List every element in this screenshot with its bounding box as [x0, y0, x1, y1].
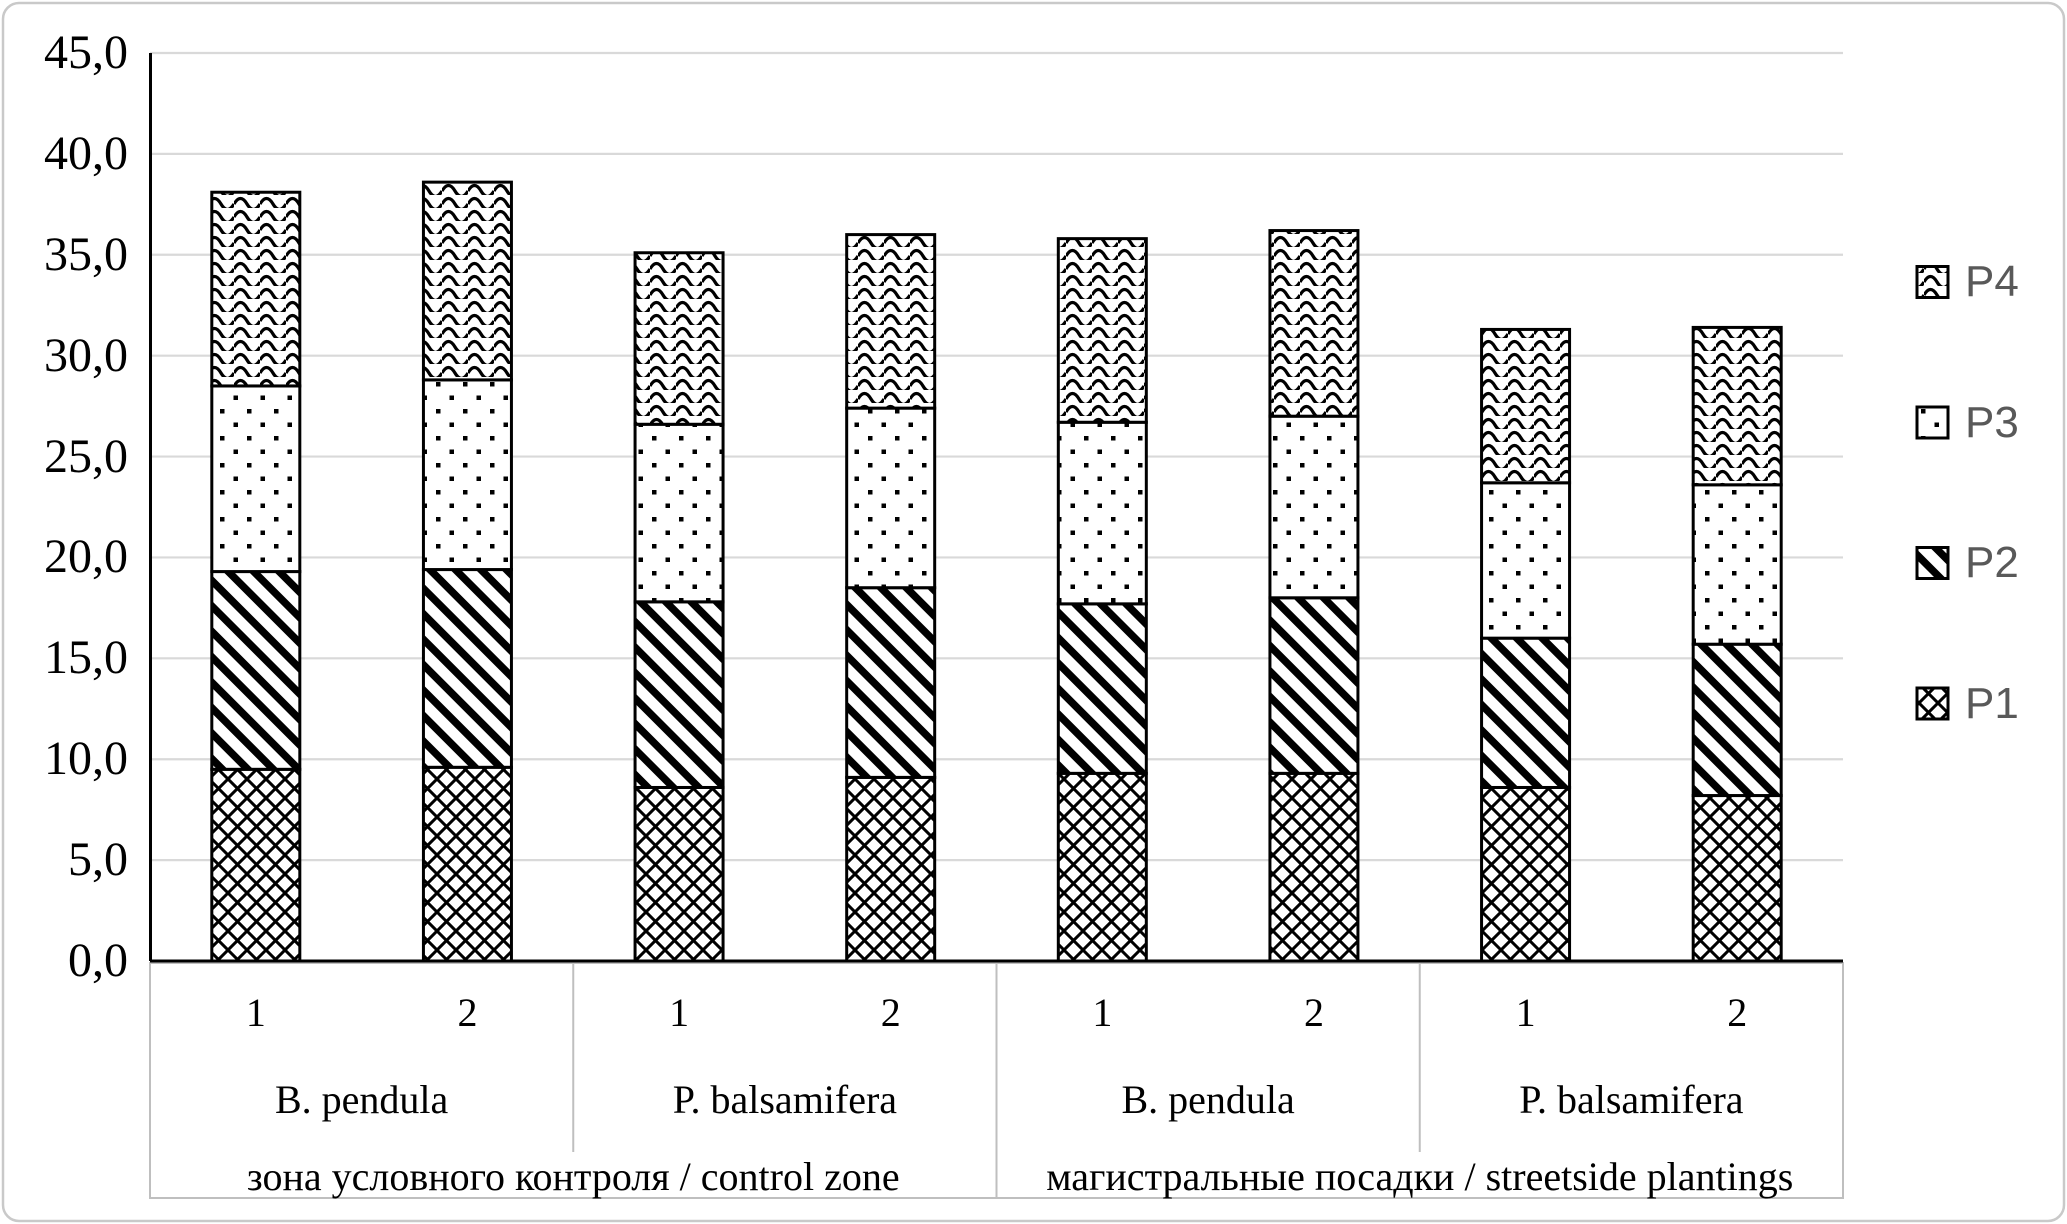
legend-label-p2: P2	[1965, 538, 2019, 587]
y-tick-label: 30,0	[44, 328, 128, 382]
bar-segment-p2	[1056, 602, 1148, 775]
bar-segment-p1	[1056, 771, 1148, 963]
x-replicate-label: 2	[1303, 990, 1324, 1035]
bar-segment-p2	[1480, 636, 1572, 789]
y-tick-label: 10,0	[44, 732, 128, 786]
bar-stack	[1691, 325, 1783, 963]
x-replicate-label: 1	[669, 990, 690, 1035]
y-tick-label: 5,0	[68, 833, 128, 887]
bar-segment-p4	[633, 251, 725, 426]
bar-segment-p2	[633, 600, 725, 789]
x-replicate-label: 2	[880, 990, 901, 1035]
bar-segment-p2	[1691, 642, 1783, 798]
legend-swatch-p2	[1915, 546, 1950, 580]
bar-segment-p3	[421, 378, 513, 572]
legend-swatch-p1	[1915, 686, 1950, 721]
legend-swatches	[1915, 265, 1950, 721]
x-species-label: P. balsamifera	[1519, 1077, 1744, 1122]
y-tick-label: 0,0	[68, 934, 128, 987]
bar-segment-p3	[1691, 483, 1783, 646]
bar-segment-p3	[1480, 481, 1572, 640]
bar-segment-p2	[421, 568, 513, 769]
y-tick-label: 40,0	[44, 126, 128, 180]
gridlines	[150, 51, 1843, 862]
x-species-label: B. pendula	[1121, 1077, 1295, 1122]
bar-stack	[633, 251, 725, 963]
x-replicate-label: 2	[457, 990, 478, 1035]
y-tick-label: 45,0	[44, 26, 128, 79]
x-species-label: P. balsamifera	[672, 1077, 898, 1122]
x-zone-label: магистральные посадки / streetside plant…	[1046, 1154, 1794, 1199]
x-replicate-label: 2	[1727, 990, 1748, 1035]
bar-segment-p2	[845, 586, 937, 779]
bars-layer	[210, 180, 1783, 963]
bar-segment-p3	[1056, 420, 1148, 606]
bar-segment-p1	[210, 767, 302, 963]
x-replicate-label: 1	[245, 990, 266, 1035]
legend-label-p4: P4	[1965, 257, 2019, 306]
bar-segment-p1	[845, 775, 937, 963]
bar-segment-p4	[210, 190, 302, 388]
bar-segment-p2	[1268, 596, 1360, 775]
bar-stack	[1480, 327, 1572, 963]
bar-segment-p1	[1268, 771, 1360, 963]
bar-segment-p4	[1056, 237, 1148, 424]
x-zone-label: зона условного контроля / control zone	[246, 1154, 900, 1199]
legend-label-p3: P3	[1965, 397, 2019, 447]
bar-segment-p1	[1480, 785, 1572, 963]
bar-stack	[845, 233, 937, 963]
y-tick-label: 35,0	[44, 227, 128, 281]
bar-segment-p2	[210, 570, 302, 771]
legend-swatch-p3	[1915, 405, 1950, 440]
bar-segment-p4	[1480, 327, 1572, 485]
bar-segment-p4	[421, 180, 513, 382]
bar-stack	[1268, 229, 1360, 963]
bar-segment-p3	[845, 406, 937, 590]
y-tick-label: 15,0	[44, 631, 128, 685]
bar-segment-p1	[633, 785, 725, 963]
legend-swatch-p4	[1915, 265, 1950, 299]
category-label-grid	[149, 962, 1844, 1199]
bar-segment-p3	[210, 384, 302, 574]
y-tick-label: 20,0	[44, 530, 128, 584]
y-tick-label: 25,0	[44, 429, 128, 483]
x-replicate-label: 1	[1515, 990, 1536, 1035]
bar-segment-p3	[633, 422, 725, 604]
legend-label-p1: P1	[1965, 678, 2019, 728]
bar-stack	[210, 190, 302, 963]
bar-segment-p4	[1691, 325, 1783, 487]
bar-segment-p4	[1268, 229, 1360, 418]
bar-segment-p4	[845, 233, 937, 410]
x-species-label: B. pendula	[274, 1077, 449, 1122]
bar-stack	[421, 180, 513, 963]
bar-segment-p1	[421, 765, 513, 963]
bar-stack	[1056, 237, 1148, 963]
x-replicate-label: 1	[1092, 990, 1113, 1035]
bar-segment-p1	[1691, 794, 1783, 963]
bar-segment-p3	[1268, 414, 1360, 600]
